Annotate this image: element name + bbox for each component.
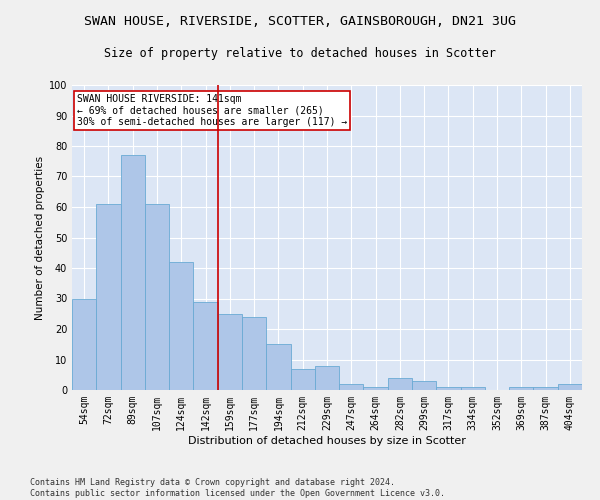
- Bar: [242, 317, 266, 390]
- Y-axis label: Number of detached properties: Number of detached properties: [35, 156, 44, 320]
- Bar: [461, 387, 485, 390]
- Bar: [169, 262, 193, 390]
- Text: SWAN HOUSE, RIVERSIDE, SCOTTER, GAINSBOROUGH, DN21 3UG: SWAN HOUSE, RIVERSIDE, SCOTTER, GAINSBOR…: [84, 15, 516, 28]
- Bar: [121, 155, 145, 390]
- Bar: [218, 314, 242, 390]
- X-axis label: Distribution of detached houses by size in Scotter: Distribution of detached houses by size …: [188, 436, 466, 446]
- Bar: [509, 387, 533, 390]
- Bar: [96, 204, 121, 390]
- Bar: [290, 368, 315, 390]
- Bar: [436, 387, 461, 390]
- Text: SWAN HOUSE RIVERSIDE: 141sqm
← 69% of detached houses are smaller (265)
30% of s: SWAN HOUSE RIVERSIDE: 141sqm ← 69% of de…: [77, 94, 347, 128]
- Text: Size of property relative to detached houses in Scotter: Size of property relative to detached ho…: [104, 48, 496, 60]
- Bar: [145, 204, 169, 390]
- Bar: [388, 378, 412, 390]
- Bar: [339, 384, 364, 390]
- Bar: [266, 344, 290, 390]
- Bar: [315, 366, 339, 390]
- Text: Contains HM Land Registry data © Crown copyright and database right 2024.
Contai: Contains HM Land Registry data © Crown c…: [30, 478, 445, 498]
- Bar: [558, 384, 582, 390]
- Bar: [72, 298, 96, 390]
- Bar: [533, 387, 558, 390]
- Bar: [412, 381, 436, 390]
- Bar: [193, 302, 218, 390]
- Bar: [364, 387, 388, 390]
